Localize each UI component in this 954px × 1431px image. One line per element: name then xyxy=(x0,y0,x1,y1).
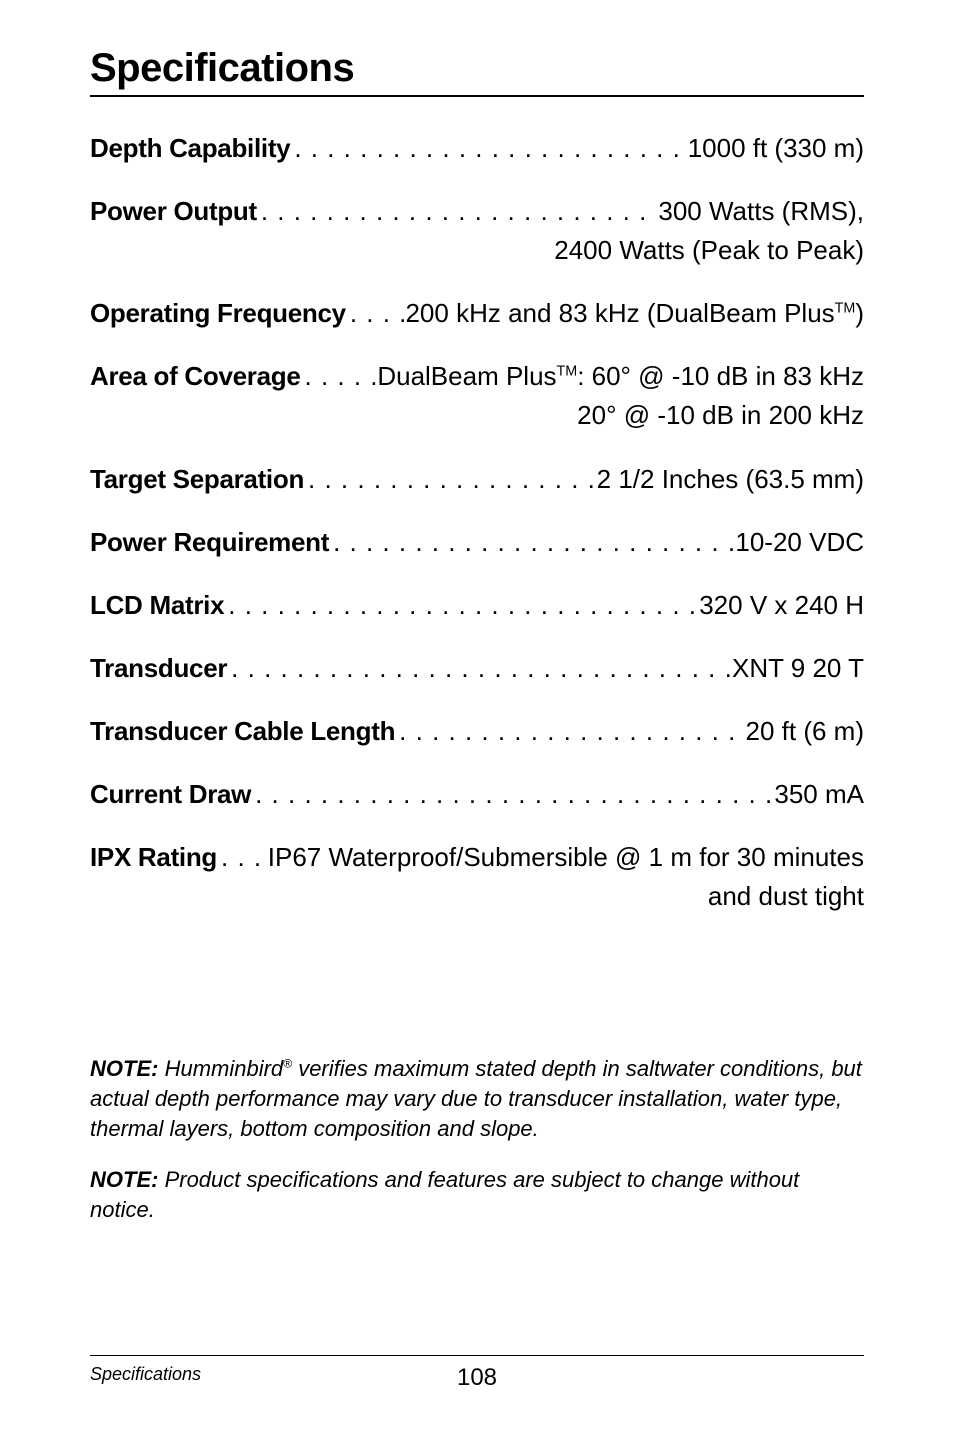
note-label: NOTE: xyxy=(90,1167,158,1192)
value-cont: 2400 Watts (Peak to Peak) xyxy=(90,233,864,268)
spec-transducer-cable-length: Transducer Cable Length 20 ft (6 m) xyxy=(90,714,864,749)
label: Target Separation xyxy=(90,462,304,497)
value: IP67 Waterproof/Submersible @ 1 m for 30… xyxy=(268,840,864,875)
leader-dots xyxy=(290,131,687,166)
spec-power-requirement: Power Requirement 10-20 VDC xyxy=(90,525,864,560)
label: Area of Coverage xyxy=(90,359,301,394)
page-footer: Specifications 108 xyxy=(90,1355,864,1385)
value: 320 V x 240 H xyxy=(699,588,864,623)
label: Power Requirement xyxy=(90,525,329,560)
value: 1000 ft (330 m) xyxy=(688,131,864,166)
value: 10-20 VDC xyxy=(735,525,864,560)
page-title: Specifications xyxy=(90,46,864,91)
label: Transducer xyxy=(90,651,227,686)
value: 200 kHz and 83 kHz (DualBeam PlusTM) xyxy=(405,296,864,331)
trademark-icon: TM xyxy=(835,301,856,317)
footer-page-number: 108 xyxy=(457,1364,497,1392)
value-cont: 20° @ -10 dB in 200 kHz xyxy=(90,398,864,433)
leader-dots xyxy=(251,777,774,812)
leader-dots xyxy=(329,525,735,560)
footer-section: Specifications xyxy=(90,1364,201,1385)
label: LCD Matrix xyxy=(90,588,224,623)
leader-dots xyxy=(217,840,268,875)
notes-section: NOTE: Humminbird® verifies maximum state… xyxy=(90,1054,864,1224)
label: Depth Capability xyxy=(90,131,290,166)
leader-dots xyxy=(395,714,745,749)
note-2: NOTE: Product specifications and feature… xyxy=(90,1165,864,1224)
label: Current Draw xyxy=(90,777,251,812)
value-cont: and dust tight xyxy=(90,879,864,914)
value: 300 Watts (RMS), xyxy=(658,194,864,229)
label: Operating Frequency xyxy=(90,296,346,331)
spec-target-separation: Target Separation 2 1/2 Inches (63.5 mm) xyxy=(90,462,864,497)
note-text: Product specifications and features are … xyxy=(90,1167,799,1222)
trademark-icon: TM xyxy=(557,364,578,380)
value: 20 ft (6 m) xyxy=(746,714,864,749)
spec-ipx-rating: IPX Rating IP67 Waterproof/Submersible @… xyxy=(90,840,864,914)
value-pre: 200 kHz and 83 kHz (DualBeam Plus xyxy=(405,298,834,328)
value-post: ) xyxy=(855,298,864,328)
title-rule: Specifications xyxy=(90,46,864,97)
leader-dots xyxy=(227,651,732,686)
value: 350 mA xyxy=(774,777,864,812)
label: Power Output xyxy=(90,194,257,229)
value: XNT 9 20 T xyxy=(732,651,864,686)
spec-area-of-coverage: Area of Coverage DualBeam PlusTM: 60° @ … xyxy=(90,359,864,433)
registered-icon: ® xyxy=(283,1057,292,1071)
note-text-a: Humminbird xyxy=(158,1056,283,1081)
value: DualBeam PlusTM: 60° @ -10 dB in 83 kHz xyxy=(377,359,864,394)
label: Transducer Cable Length xyxy=(90,714,395,749)
value-post: : 60° @ -10 dB in 83 kHz xyxy=(577,361,864,391)
leader-dots xyxy=(346,296,406,331)
note-1: NOTE: Humminbird® verifies maximum state… xyxy=(90,1054,864,1143)
leader-dots xyxy=(301,359,378,394)
leader-dots xyxy=(257,194,659,229)
spec-lcd-matrix: LCD Matrix 320 V x 240 H xyxy=(90,588,864,623)
note-label: NOTE: xyxy=(90,1056,158,1081)
value: 2 1/2 Inches (63.5 mm) xyxy=(597,462,864,497)
spec-depth-capability: Depth Capability 1000 ft (330 m) xyxy=(90,131,864,166)
leader-dots xyxy=(304,462,597,497)
spec-operating-frequency: Operating Frequency 200 kHz and 83 kHz (… xyxy=(90,296,864,331)
label: IPX Rating xyxy=(90,840,217,875)
leader-dots xyxy=(224,588,699,623)
spec-power-output: Power Output 300 Watts (RMS), 2400 Watts… xyxy=(90,194,864,268)
value-pre: DualBeam Plus xyxy=(377,361,556,391)
spec-current-draw: Current Draw 350 mA xyxy=(90,777,864,812)
spec-transducer: Transducer XNT 9 20 T xyxy=(90,651,864,686)
